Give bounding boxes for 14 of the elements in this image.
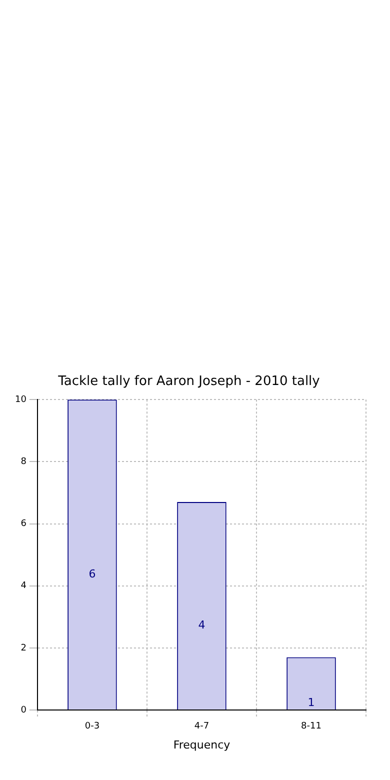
annotation: 6	[88, 567, 96, 580]
y-tick-label: 2	[20, 643, 26, 654]
annotation: 4	[198, 618, 206, 632]
y-tick-label: 0	[20, 705, 27, 716]
x-tick-label: 4-7	[194, 722, 210, 732]
y-tick-label: 4	[20, 581, 27, 592]
x-axis-title: Frequency	[173, 738, 231, 752]
x-tick-label: 0-3	[84, 722, 100, 732]
chart-title: Tackle tally for Aaron Joseph - 2010 tally	[57, 374, 320, 390]
y-tick-label: 8	[20, 457, 27, 468]
y-tick-label: 10	[15, 394, 27, 405]
x-tick-label: 8-11	[301, 722, 322, 732]
annotation: 1	[308, 696, 315, 710]
y-tick-label: 6	[20, 519, 27, 530]
